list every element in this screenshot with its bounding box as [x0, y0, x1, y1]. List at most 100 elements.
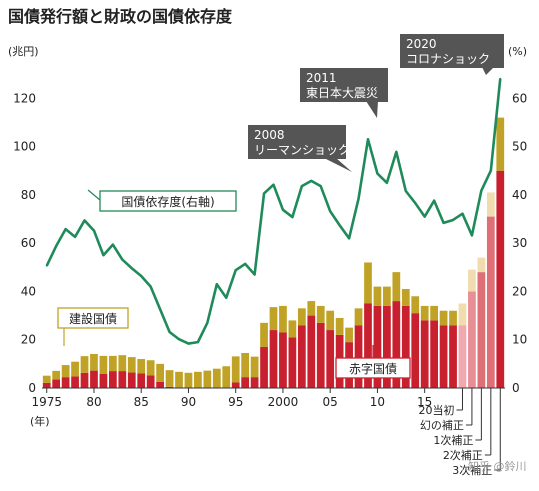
bar-construction-1993 [212, 368, 221, 388]
bar-deficit-1998 [260, 346, 268, 388]
x-tick-label-2005: 05 [323, 395, 338, 409]
bar-construction-2014 [411, 296, 420, 314]
bar-construction-1990 [184, 372, 193, 388]
bar-deficit-2016 [430, 320, 439, 388]
dependency-point-1978 [74, 236, 76, 238]
bar-construction-1997 [250, 356, 259, 378]
bar-construction-2013 [401, 289, 410, 306]
bar-construction-2017 [439, 310, 448, 326]
bar-construction-2005 [326, 310, 335, 331]
right-tick-label-20: 20 [512, 284, 527, 298]
dependency-point-2013 [404, 190, 407, 192]
x-tick-label-2015: 15 [417, 395, 432, 409]
dependency-point-2007 [348, 237, 350, 240]
bar-construction-2004 [316, 305, 325, 323]
bar-deficit-1985 [137, 373, 146, 388]
bar-construction-2003 [307, 301, 316, 316]
bar-deficit-2018 [449, 325, 457, 388]
special-note-label-2020: 幻の補正 [420, 419, 464, 432]
bar-construction-1984 [127, 357, 136, 373]
dependency-point-1998 [263, 192, 265, 195]
special-note-2020: 幻の補正 [420, 388, 473, 432]
special-note-2022: 2次補正 [443, 388, 492, 462]
annotation-pointer-2008 [324, 158, 352, 172]
bar-construction-1998 [260, 322, 268, 347]
dependency-label-text: 国債依存度(右軸) [121, 194, 214, 209]
left-tick-label-0: 0 [28, 381, 36, 395]
annotation-text-2008-0: 2008 [254, 128, 285, 142]
bar-construction-2000 [279, 305, 287, 333]
dependency-point-1986 [149, 285, 152, 288]
bar-construction-2021 [477, 257, 486, 273]
bar-construction-2001 [288, 320, 297, 338]
right-tick-label-0: 0 [512, 381, 520, 395]
dependency-point-2008 [357, 197, 360, 200]
special-note-label-2022: 2次補正 [443, 448, 483, 462]
bar-deficit-1975 [42, 382, 51, 388]
bar-deficit-2022 [486, 216, 495, 388]
dependency-point-2021 [480, 189, 483, 192]
bar-deficit-2003 [307, 315, 316, 388]
axes-group: 0 20 40 60 80 100 120 0 10 20 30 40 50 60 1975 80 85 90 95… [13, 91, 527, 409]
special-note-2023: 3次補正 [452, 388, 501, 477]
right-tick-label-60: 60 [512, 91, 527, 105]
left-tick-label-20: 20 [21, 333, 36, 347]
left-tick-label-60: 60 [21, 236, 36, 250]
annotation-text-2008-1: リーマンショック [254, 143, 350, 157]
dependency-point-1994 [225, 296, 228, 299]
bar-deficit-1997 [250, 377, 259, 388]
dependency-point-2019 [461, 212, 464, 215]
annotation-text-2020-0: 2020 [406, 37, 437, 51]
x-tick-label-1980: 80 [86, 395, 101, 409]
dependency-point-1991 [197, 341, 199, 343]
special-note-label-2023: 3次補正 [452, 463, 492, 477]
dependency-point-1975 [45, 265, 48, 267]
watermark: 知乎 @鈴川 [468, 459, 527, 473]
bar-construction-1977 [61, 365, 70, 378]
dependency-point-2015 [423, 215, 426, 218]
bar-construction-1994 [222, 366, 231, 388]
bar-deficit-2020 [468, 291, 476, 388]
dependency-point-2001 [291, 216, 294, 218]
bar-deficit-1983 [118, 371, 127, 388]
dependency-point-1981 [102, 254, 105, 257]
bar-construction-1976 [52, 370, 61, 380]
dependency-point-1995 [234, 269, 237, 271]
dependency-point-2006 [338, 224, 341, 227]
annotation-text-2011-0: 2011 [306, 71, 337, 85]
dependency-point-1987 [159, 308, 161, 311]
dependency-point-2016 [433, 199, 435, 202]
bar-construction-1991 [194, 371, 202, 388]
dependency-point-1990 [187, 342, 190, 345]
bar-deficit-1980 [90, 370, 98, 388]
bar-construction-2015 [420, 305, 429, 321]
dependency-point-1977 [64, 228, 67, 230]
bar-deficit-1982 [108, 371, 117, 388]
bar-deficit-2017 [439, 325, 448, 388]
bar-deficit-2009 [364, 303, 372, 388]
left-axis-unit: (兆円) [8, 45, 39, 58]
x-tick-label-2010: 10 [370, 395, 385, 409]
special-note-label-2019: 20当初 [418, 403, 454, 417]
bar-deficit-2023 [496, 170, 505, 388]
annotation-text-2011-1: 東日本大震災 [306, 86, 378, 100]
bar-deficit-1988 [165, 386, 174, 388]
bar-construction-2011 [383, 286, 391, 306]
bar-construction-1985 [137, 359, 146, 374]
left-tick-label-80: 80 [21, 188, 36, 202]
dependency-point-2009 [367, 138, 369, 141]
bar-construction-2006 [335, 317, 344, 335]
bar-deficit-1976 [52, 379, 61, 388]
bar-construction-2019 [458, 303, 467, 326]
dependency-point-2002 [301, 185, 303, 187]
x-tick-label-1975: 1975 [31, 395, 62, 409]
x-tick-label-1985: 85 [134, 395, 149, 409]
dependency-point-1980 [93, 229, 95, 232]
chart-title: 国債発行額と財政の国債依存度 [8, 7, 233, 26]
bar-deficit-2011 [383, 305, 391, 388]
bar-construction-2016 [430, 305, 439, 321]
